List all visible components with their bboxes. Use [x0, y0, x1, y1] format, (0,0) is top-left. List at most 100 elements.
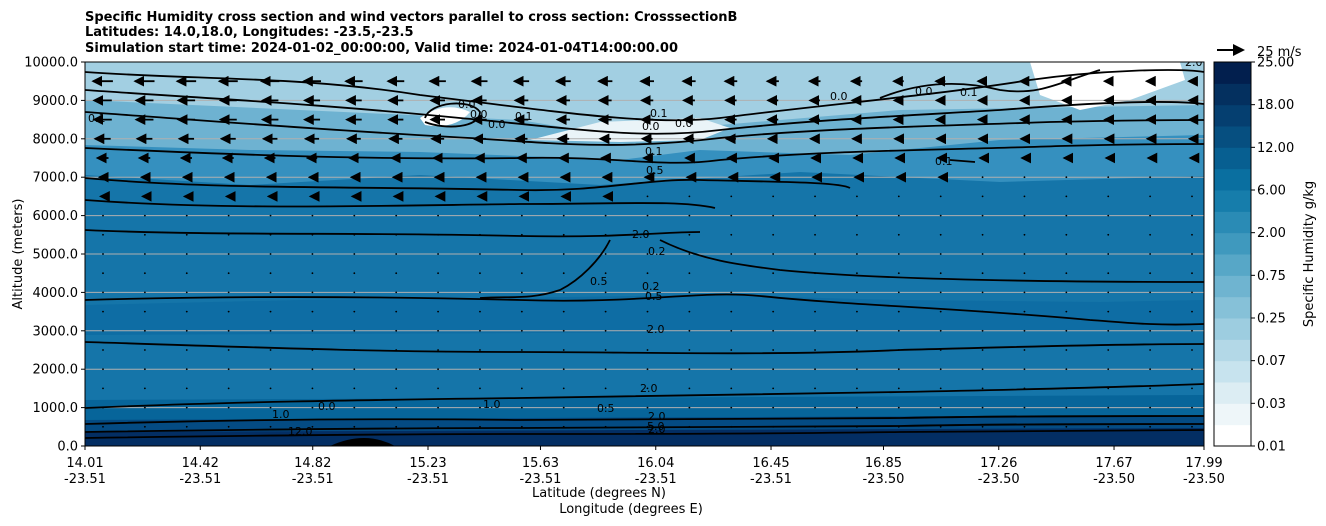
wind-vector-339: [730, 195, 733, 198]
wind-vector-275: [311, 233, 314, 236]
wind-vector-194: [311, 291, 314, 294]
wind-vector-227: [562, 272, 565, 275]
wind-vector-298: [143, 214, 146, 217]
wind-vector-49: [1023, 406, 1026, 409]
wind-vector-376: [1149, 176, 1152, 179]
wind-vector-302: [311, 214, 314, 217]
wind-vector-135: [102, 329, 104, 332]
plot-area: 0.10.00.00.00.00.1 0.10.00.00.10.50.12.00…: [85, 62, 1204, 446]
wind-vector-199: [520, 291, 523, 294]
contour-label-1: 0.0: [470, 108, 488, 121]
wind-vector-279: [479, 233, 481, 236]
wind-vector-185: [1065, 310, 1068, 313]
wind-vector-74: [939, 387, 942, 390]
wind-vector-27: [102, 406, 104, 409]
contour-label-21: 0.5: [597, 402, 615, 415]
wind-vector-223: [395, 272, 398, 275]
wind-vector-23: [1065, 425, 1068, 428]
contour-label-2: 0.0: [488, 118, 506, 131]
wind-vector-2: [185, 425, 188, 428]
contour-label-3: 0.0: [458, 98, 476, 111]
wind-vector-202: [646, 291, 649, 294]
contour-label-22: 2.0: [648, 410, 666, 423]
wind-vector-235: [897, 272, 900, 275]
wind-vector-124: [772, 349, 775, 351]
colorbar-segment-8: [1214, 254, 1251, 276]
wind-vector-254: [562, 253, 565, 255]
wind-vector-112: [269, 349, 272, 351]
x-tick-label-lon-8: -23.50: [978, 472, 1020, 487]
wind-vector-34: [395, 406, 398, 409]
wind-vector-30: [227, 406, 230, 409]
wind-vector-108: [102, 349, 104, 351]
wind-vector-315: [856, 214, 858, 217]
contour-label-16: 0.5: [645, 290, 663, 303]
wind-vector-1: [143, 425, 146, 428]
wind-vector-146: [562, 329, 565, 332]
x-tick-label-lat-7: 16.85: [865, 456, 902, 471]
wind-vector-285: [730, 233, 733, 236]
wind-vector-58: [269, 387, 272, 390]
wind-vector-14: [688, 425, 691, 428]
wind-vector-252: [479, 253, 481, 255]
contour-label-25: 12.0: [288, 425, 313, 438]
contour-line-6: [85, 199, 716, 209]
colorbar-tick-label-7: 12.00: [1257, 141, 1294, 156]
wind-vector-257: [688, 253, 691, 255]
wind-vector-224: [437, 272, 439, 275]
wind-vector-7: [395, 425, 398, 428]
wind-vector-318: [981, 214, 984, 217]
wind-vector-132: [1107, 349, 1110, 351]
wind-vector-55: [143, 387, 146, 390]
wind-vector-35: [437, 406, 439, 409]
wind-vector-142: [395, 329, 398, 332]
colorbar-segment-13: [1214, 147, 1251, 170]
wind-vector-116: [437, 349, 439, 351]
wind-vector-184: [1023, 310, 1026, 313]
wind-vector-46: [897, 406, 900, 409]
wind-vector-97: [772, 368, 775, 371]
colorbar-segment-9: [1214, 232, 1251, 255]
wind-vector-286: [772, 233, 775, 236]
wind-vector-150: [730, 329, 733, 332]
x-tick-label-lat-9: 17.67: [1095, 456, 1132, 471]
contour-label-8: 0.0: [642, 120, 660, 133]
wind-vector-178: [772, 310, 775, 313]
wind-vector-44: [814, 406, 816, 409]
wind-vector-222: [353, 272, 356, 275]
wind-vector-323: [1191, 214, 1193, 217]
wind-vector-91: [520, 368, 523, 371]
wind-vector-203: [688, 291, 691, 294]
colorbar-tick-label-5: 2.00: [1257, 226, 1286, 241]
wind-vector-54: [102, 387, 104, 390]
terrain: [330, 438, 395, 446]
wind-vector-250: [395, 253, 398, 255]
contour-labels: 0.10.00.00.00.00.1 0.10.00.00.10.50.12.00…: [88, 62, 1203, 438]
wind-vector-377: [1191, 176, 1193, 179]
contour-line-5: [85, 177, 851, 192]
wind-vector-154: [897, 329, 900, 332]
wind-vector-210: [981, 291, 984, 294]
humidity-fill-mid-layer: [85, 295, 1204, 335]
wind-vector-215: [1191, 291, 1193, 294]
wind-vector-80: [1191, 387, 1193, 390]
wind-vector-115: [395, 349, 398, 351]
wind-vector-229: [646, 272, 649, 275]
colorbar-segment-3: [1214, 360, 1251, 383]
wind-vector-90: [479, 368, 481, 371]
wind-vector-141: [353, 329, 356, 332]
wind-vector-270: [102, 233, 104, 236]
wind-vector-205: [772, 291, 775, 294]
wind-vector-373: [1023, 176, 1026, 179]
wind-vector-85: [269, 368, 272, 371]
wind-vector-372: [981, 176, 984, 179]
wind-vector-123: [730, 349, 733, 351]
wind-vector-200: [562, 291, 565, 294]
contour-line-2: [85, 89, 1204, 135]
wind-vector-152: [814, 329, 816, 332]
wind-vector-316: [897, 214, 900, 217]
contour-label-29: 0.0: [915, 85, 933, 98]
wind-vector-198: [479, 291, 481, 294]
wind-vector-314: [814, 214, 816, 217]
wind-vector-230: [688, 272, 691, 275]
